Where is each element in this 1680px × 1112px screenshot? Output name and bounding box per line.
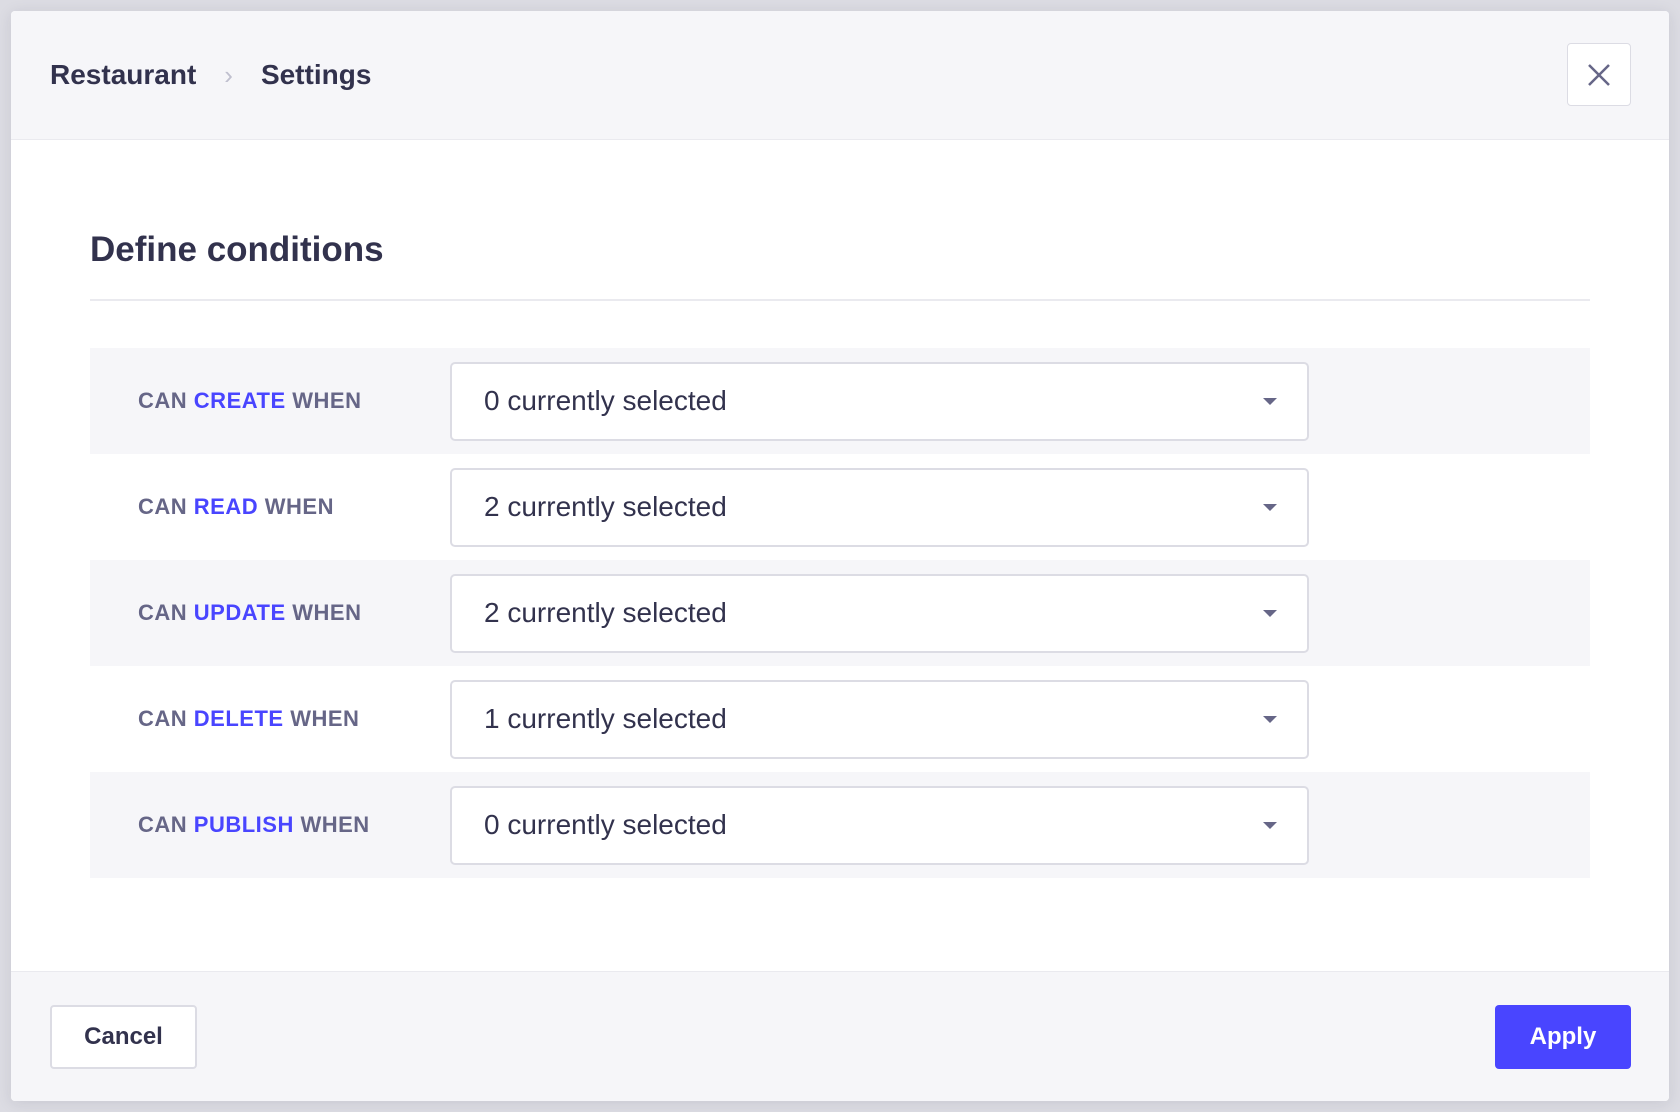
close-icon: [1588, 63, 1610, 86]
label-action: UPDATE: [193, 600, 286, 625]
label-suffix: WHEN: [300, 812, 370, 837]
condition-select-read[interactable]: 2 currently selected: [450, 467, 1309, 547]
label-suffix: WHEN: [292, 388, 362, 413]
label-action: DELETE: [193, 706, 284, 731]
divider: [90, 299, 1590, 301]
page-title: Define conditions: [90, 230, 384, 269]
caret-down-icon: [1263, 503, 1277, 511]
label-prefix: CAN: [138, 388, 188, 413]
label-action: READ: [193, 494, 259, 519]
breadcrumb-settings: Settings: [260, 59, 372, 90]
label-suffix: WHEN: [292, 600, 362, 625]
label-prefix: CAN: [138, 706, 188, 731]
condition-label: CAN UPDATE WHEN: [138, 600, 450, 626]
caret-down-icon: [1263, 821, 1277, 829]
caret-down-icon: [1263, 715, 1277, 723]
label-prefix: CAN: [138, 494, 188, 519]
condition-row-delete: CAN DELETE WHEN 1 currently selected: [90, 666, 1590, 772]
condition-row-read: CAN READ WHEN 2 currently selected: [90, 454, 1590, 560]
label-suffix: WHEN: [264, 494, 334, 519]
label-action: CREATE: [193, 388, 286, 413]
apply-button[interactable]: Apply: [1495, 1005, 1631, 1069]
condition-select-delete[interactable]: 1 currently selected: [450, 679, 1309, 759]
condition-label: CAN READ WHEN: [138, 494, 450, 520]
conditions-modal: Restaurant › Settings Define conditions …: [11, 11, 1669, 1101]
label-prefix: CAN: [138, 812, 188, 837]
label-prefix: CAN: [138, 600, 188, 625]
caret-down-icon: [1263, 397, 1277, 405]
label-suffix: WHEN: [290, 706, 360, 731]
condition-row-update: CAN UPDATE WHEN 2 currently selected: [90, 560, 1590, 666]
condition-select-publish[interactable]: 0 currently selected: [450, 785, 1309, 865]
condition-select-update[interactable]: 2 currently selected: [450, 573, 1309, 653]
condition-row-publish: CAN PUBLISH WHEN 0 currently selected: [90, 772, 1590, 878]
caret-down-icon: [1263, 609, 1277, 617]
label-action: PUBLISH: [193, 812, 294, 837]
condition-label: CAN PUBLISH WHEN: [138, 812, 450, 838]
condition-select-create[interactable]: 0 currently selected: [450, 361, 1309, 441]
select-value: 1 currently selected: [484, 703, 727, 734]
select-value: 2 currently selected: [484, 491, 727, 522]
select-value: 0 currently selected: [484, 809, 727, 840]
modal-header: Restaurant › Settings: [11, 11, 1669, 140]
condition-label: CAN CREATE WHEN: [138, 388, 450, 414]
close-button[interactable]: [1567, 43, 1631, 106]
select-value: 0 currently selected: [484, 385, 727, 416]
chevron-right-icon: ›: [224, 59, 233, 90]
breadcrumb-restaurant: Restaurant: [50, 59, 197, 90]
select-value: 2 currently selected: [484, 597, 727, 628]
condition-row-create: CAN CREATE WHEN 0 currently selected: [90, 348, 1590, 454]
cancel-button[interactable]: Cancel: [50, 1005, 197, 1069]
modal-footer: Cancel Apply: [11, 971, 1669, 1101]
condition-label: CAN DELETE WHEN: [138, 706, 450, 732]
